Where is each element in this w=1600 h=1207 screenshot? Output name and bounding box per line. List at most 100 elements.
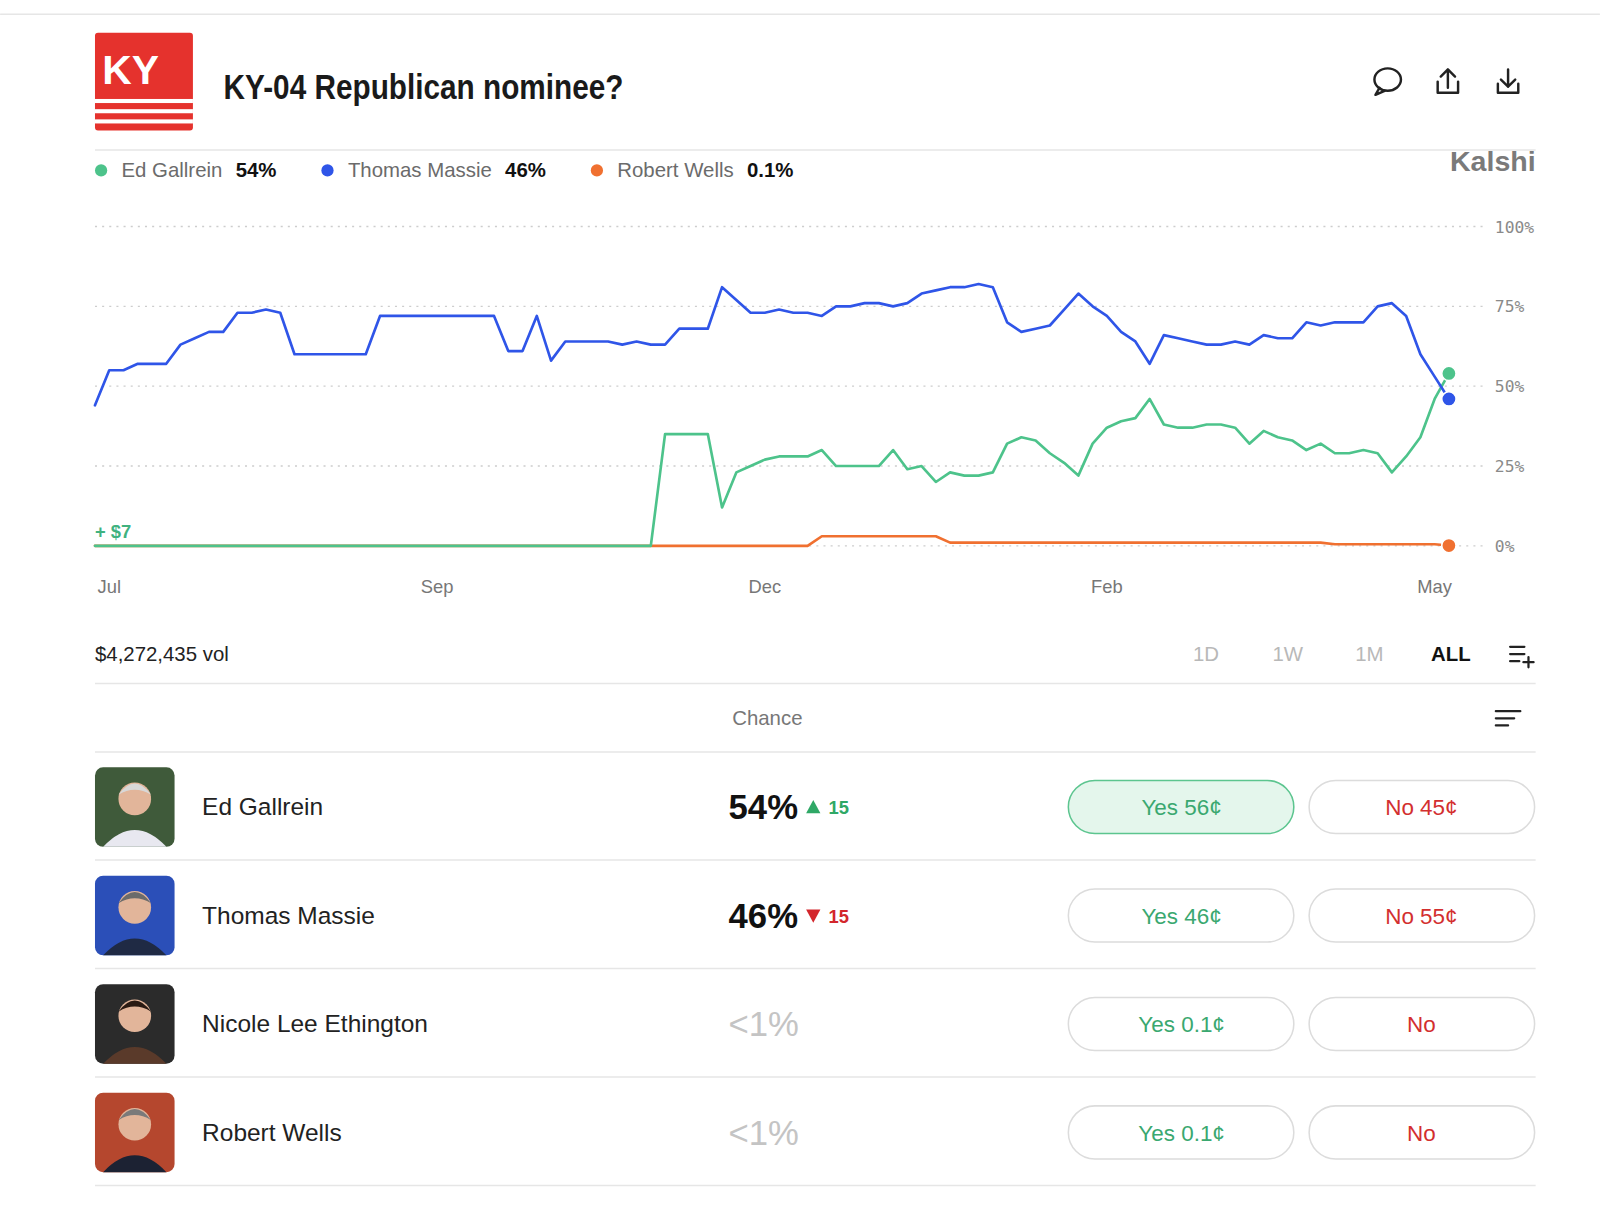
table-rule (95, 751, 1536, 753)
download-glyph (1498, 69, 1518, 92)
y-tick-label: 100% (1495, 218, 1534, 237)
yes-button[interactable]: Yes 0.1¢ (1068, 997, 1293, 1050)
row-rule (95, 1076, 1536, 1078)
logo-stripe (95, 109, 193, 113)
sort-icon[interactable] (1496, 711, 1520, 725)
candidate-name: Thomas Massie (202, 902, 375, 929)
avatar-head (118, 783, 151, 816)
logo: KY (95, 33, 193, 131)
change-arrow (806, 800, 820, 813)
avatar (95, 876, 175, 956)
logo-text: KY (102, 47, 159, 93)
y-tick-label: 25% (1495, 457, 1525, 476)
series-line (95, 536, 1449, 546)
yes-button-bg[interactable] (1068, 889, 1293, 942)
no-button-bg[interactable] (1309, 997, 1534, 1050)
no-button[interactable]: No 45¢ (1309, 781, 1534, 834)
no-button[interactable]: No (1309, 1106, 1534, 1159)
yes-button[interactable]: Yes 0.1¢ (1068, 1106, 1293, 1159)
no-label[interactable]: No 45¢ (1385, 795, 1457, 820)
chance: 46% (729, 897, 798, 935)
yes-button-bg[interactable] (1068, 781, 1293, 834)
yes-button[interactable]: Yes 56¢ (1068, 781, 1293, 834)
logo-stripe (95, 119, 193, 123)
no-label[interactable]: No (1407, 1121, 1436, 1146)
comment-icon[interactable] (1374, 68, 1401, 95)
logo-stripe (95, 99, 193, 103)
yes-button[interactable]: Yes 46¢ (1068, 889, 1293, 942)
change: 15 (829, 906, 849, 927)
avatar (95, 767, 175, 847)
chance: 54% (729, 788, 798, 826)
y-tick-label: 50% (1495, 377, 1525, 396)
yes-label[interactable]: Yes 0.1¢ (1138, 1121, 1225, 1146)
no-label[interactable]: No (1407, 1012, 1436, 1037)
no-button-bg[interactable] (1309, 1106, 1534, 1159)
avatar-body (103, 830, 166, 847)
no-button-bg[interactable] (1309, 889, 1534, 942)
candidate-name: Ed Gallrein (202, 793, 323, 820)
table-row: Ed Gallrein 54% 15 Yes 56¢ No 45¢ (95, 767, 1535, 847)
range-button[interactable]: ALL (1431, 643, 1471, 665)
series-line (95, 373, 1449, 545)
header-rule (95, 149, 1536, 151)
legend-value: 54% (236, 159, 277, 181)
plot-area (95, 284, 1456, 553)
change: 15 (829, 797, 849, 818)
range-button[interactable]: 1M (1355, 643, 1383, 665)
yes-label[interactable]: Yes 0.1¢ (1138, 1012, 1225, 1037)
avatar (95, 984, 175, 1064)
grid-line (95, 226, 1485, 227)
avatar-bg (95, 876, 175, 956)
table-row: Robert Wells<1%Yes 0.1¢No (95, 1093, 1535, 1173)
row-rule (95, 968, 1536, 970)
avatar-hair (118, 784, 151, 795)
grid-line (95, 306, 1485, 307)
x-tick-label: Sep (421, 576, 454, 597)
legend-value: 0.1% (747, 159, 793, 181)
range-button[interactable]: 1D (1193, 643, 1219, 665)
y-tick-label: 75% (1495, 297, 1525, 316)
candidate-name: Nicole Lee Ethington (202, 1010, 428, 1037)
title: KY-04 Republican nominee? (224, 68, 624, 106)
x-tick-label: Feb (1091, 576, 1123, 597)
page: KYKY-04 Republican nominee?KalshiEd Gall… (0, 0, 1600, 1207)
legend-dot (95, 164, 107, 176)
y-tick-label: 0% (1495, 537, 1515, 556)
change-arrow (806, 909, 820, 922)
legend-name: Ed Gallrein (122, 159, 223, 181)
no-label[interactable]: No 55¢ (1385, 904, 1457, 929)
x-tick-label: Jul (97, 576, 120, 597)
avatar-head (118, 891, 151, 924)
end-dot (1442, 392, 1456, 406)
download-icon[interactable] (1498, 69, 1518, 92)
legend: Ed Gallrein54%Thomas Massie46%Robert Wel… (95, 159, 793, 181)
avatar-bg (95, 984, 175, 1064)
comment-tail (1375, 88, 1384, 95)
add-list-icon[interactable] (1510, 647, 1533, 667)
share-icon[interactable] (1438, 69, 1458, 92)
column-header: Chance (732, 707, 802, 729)
range-button[interactable]: 1W (1272, 643, 1303, 665)
no-button-bg[interactable] (1309, 781, 1534, 834)
share-glyph (1438, 69, 1458, 92)
annotation: + $7 (95, 521, 131, 542)
no-button[interactable]: No (1309, 997, 1534, 1050)
yes-label[interactable]: Yes 56¢ (1141, 795, 1221, 820)
avatar (95, 1093, 175, 1173)
top-rule (0, 14, 1600, 16)
grid-line (95, 386, 1485, 387)
controls-rule (95, 683, 1536, 685)
avatar-body (103, 1155, 166, 1172)
volume: $4,272,435 vol (95, 643, 229, 665)
yes-label[interactable]: Yes 46¢ (1141, 904, 1221, 929)
legend-name: Thomas Massie (348, 159, 492, 181)
yes-button-bg[interactable] (1068, 997, 1293, 1050)
table-row: Thomas Massie 46% 15 Yes 46¢ No 55¢ (95, 876, 1535, 956)
series-line (95, 284, 1449, 405)
avatar-body (103, 1047, 166, 1064)
yes-button-bg[interactable] (1068, 1106, 1293, 1159)
avatar-head (118, 1108, 151, 1141)
no-button[interactable]: No 55¢ (1309, 889, 1534, 942)
avatar-hair (118, 1109, 151, 1120)
